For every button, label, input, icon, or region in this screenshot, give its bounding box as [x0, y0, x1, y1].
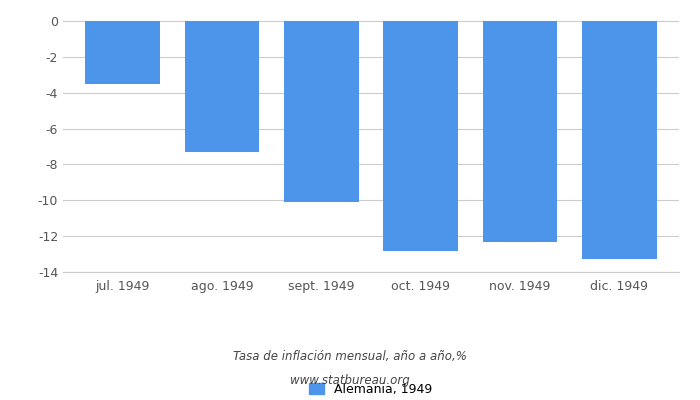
Legend: Alemania, 1949: Alemania, 1949 — [304, 378, 438, 400]
Text: Tasa de inflación mensual, año a año,%: Tasa de inflación mensual, año a año,% — [233, 350, 467, 363]
Text: www.statbureau.org: www.statbureau.org — [290, 374, 410, 387]
Bar — [483, 21, 557, 242]
Bar — [284, 21, 358, 202]
Bar — [85, 21, 160, 84]
Bar — [384, 21, 458, 251]
Bar — [582, 21, 657, 260]
Bar — [185, 21, 259, 152]
